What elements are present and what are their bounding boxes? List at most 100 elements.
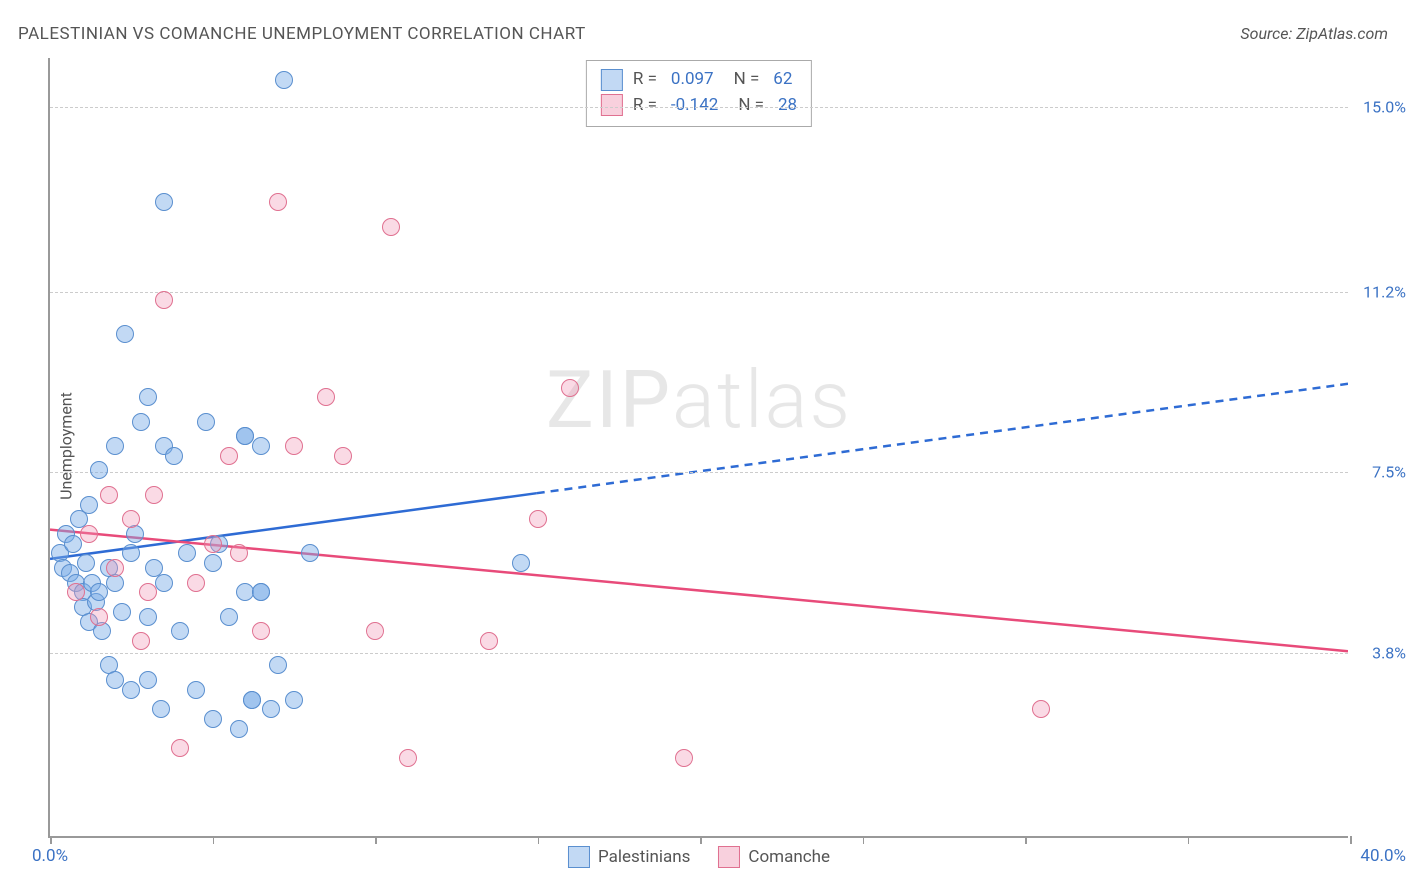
data-point	[132, 632, 150, 650]
data-point	[317, 388, 335, 406]
y-tick-label: 7.5%	[1372, 463, 1406, 482]
data-point	[675, 749, 693, 767]
data-point	[301, 544, 319, 562]
data-point	[139, 583, 157, 601]
swatch-blue	[568, 846, 590, 868]
x-tick	[1188, 836, 1190, 844]
swatch-pink	[601, 94, 623, 116]
data-point	[100, 486, 118, 504]
bottom-legend: Palestinians Comanche	[568, 846, 830, 868]
data-point	[116, 325, 134, 343]
legend-item-palestinians: Palestinians	[568, 846, 690, 868]
data-point	[90, 461, 108, 479]
legend-label: Comanche	[748, 847, 830, 867]
data-point	[145, 486, 163, 504]
gridline	[50, 472, 1348, 473]
gridline	[50, 107, 1348, 108]
swatch-pink	[718, 846, 740, 868]
data-point	[155, 193, 173, 211]
data-point	[165, 447, 183, 465]
data-point	[269, 656, 287, 674]
data-point	[204, 535, 222, 553]
data-point	[152, 700, 170, 718]
data-point	[155, 574, 173, 592]
plot-region: ZIPatlas R = 0.097 N = 62 R = -0.142 N =…	[48, 58, 1348, 838]
data-point	[90, 608, 108, 626]
y-tick-label: 11.2%	[1363, 283, 1406, 302]
watermark-thin: atlas	[672, 353, 852, 447]
data-point	[106, 671, 124, 689]
data-point	[113, 603, 131, 621]
data-point	[122, 681, 140, 699]
data-point	[561, 379, 579, 397]
data-point	[204, 554, 222, 572]
legend-item-comanche: Comanche	[718, 846, 830, 868]
data-point	[262, 700, 280, 718]
data-point	[204, 710, 222, 728]
data-point	[132, 413, 150, 431]
data-point	[139, 388, 157, 406]
watermark: ZIPatlas	[546, 353, 852, 447]
data-point	[399, 749, 417, 767]
data-point	[187, 574, 205, 592]
r-label: R =	[633, 67, 657, 93]
n-label: N =	[734, 67, 760, 93]
data-point	[171, 622, 189, 640]
x-tick	[1350, 836, 1352, 844]
data-point	[106, 437, 124, 455]
data-point	[1032, 700, 1050, 718]
y-tick-label: 3.8%	[1372, 643, 1406, 662]
stats-row-palestinians: R = 0.097 N = 62	[601, 67, 797, 93]
data-point	[382, 218, 400, 236]
r-label: R =	[633, 93, 657, 119]
data-point	[139, 671, 157, 689]
data-point	[480, 632, 498, 650]
watermark-bold: ZIP	[546, 353, 672, 447]
data-point	[171, 739, 189, 757]
chart-title: PALESTINIAN VS COMANCHE UNEMPLOYMENT COR…	[18, 24, 586, 44]
data-point	[230, 544, 248, 562]
data-point	[366, 622, 384, 640]
x-axis-min: 0.0%	[32, 846, 68, 866]
r-value-pink: -0.142	[671, 93, 718, 119]
x-tick	[375, 836, 377, 844]
data-point	[197, 413, 215, 431]
gridline	[50, 292, 1348, 293]
x-tick	[1025, 836, 1027, 844]
n-label: N =	[738, 93, 764, 119]
data-point	[80, 496, 98, 514]
x-tick	[213, 836, 215, 844]
r-value-blue: 0.097	[671, 67, 714, 93]
data-point	[187, 681, 205, 699]
y-tick-label: 15.0%	[1363, 97, 1406, 116]
gridline	[50, 653, 1348, 654]
data-point	[334, 447, 352, 465]
chart-header: PALESTINIAN VS COMANCHE UNEMPLOYMENT COR…	[18, 24, 1388, 44]
data-point	[285, 437, 303, 455]
data-point	[512, 554, 530, 572]
x-tick	[538, 836, 540, 844]
data-point	[122, 510, 140, 528]
data-point	[106, 559, 124, 577]
trend-lines	[50, 58, 1348, 836]
data-point	[243, 691, 261, 709]
x-tick	[863, 836, 865, 844]
data-point	[269, 193, 287, 211]
x-tick	[700, 836, 702, 844]
legend-label: Palestinians	[598, 847, 690, 867]
data-point	[122, 544, 140, 562]
chart-source: Source: ZipAtlas.com	[1240, 24, 1388, 43]
data-point	[285, 691, 303, 709]
stats-row-comanche: R = -0.142 N = 28	[601, 93, 797, 119]
data-point	[90, 583, 108, 601]
x-tick	[50, 836, 52, 844]
stats-legend: R = 0.097 N = 62 R = -0.142 N = 28	[586, 60, 812, 127]
chart-area: ZIPatlas R = 0.097 N = 62 R = -0.142 N =…	[48, 58, 1348, 838]
data-point	[220, 608, 238, 626]
data-point	[230, 720, 248, 738]
data-point	[178, 544, 196, 562]
x-axis-max: 40.0%	[1360, 846, 1406, 866]
data-point	[64, 535, 82, 553]
data-point	[252, 437, 270, 455]
data-point	[252, 622, 270, 640]
